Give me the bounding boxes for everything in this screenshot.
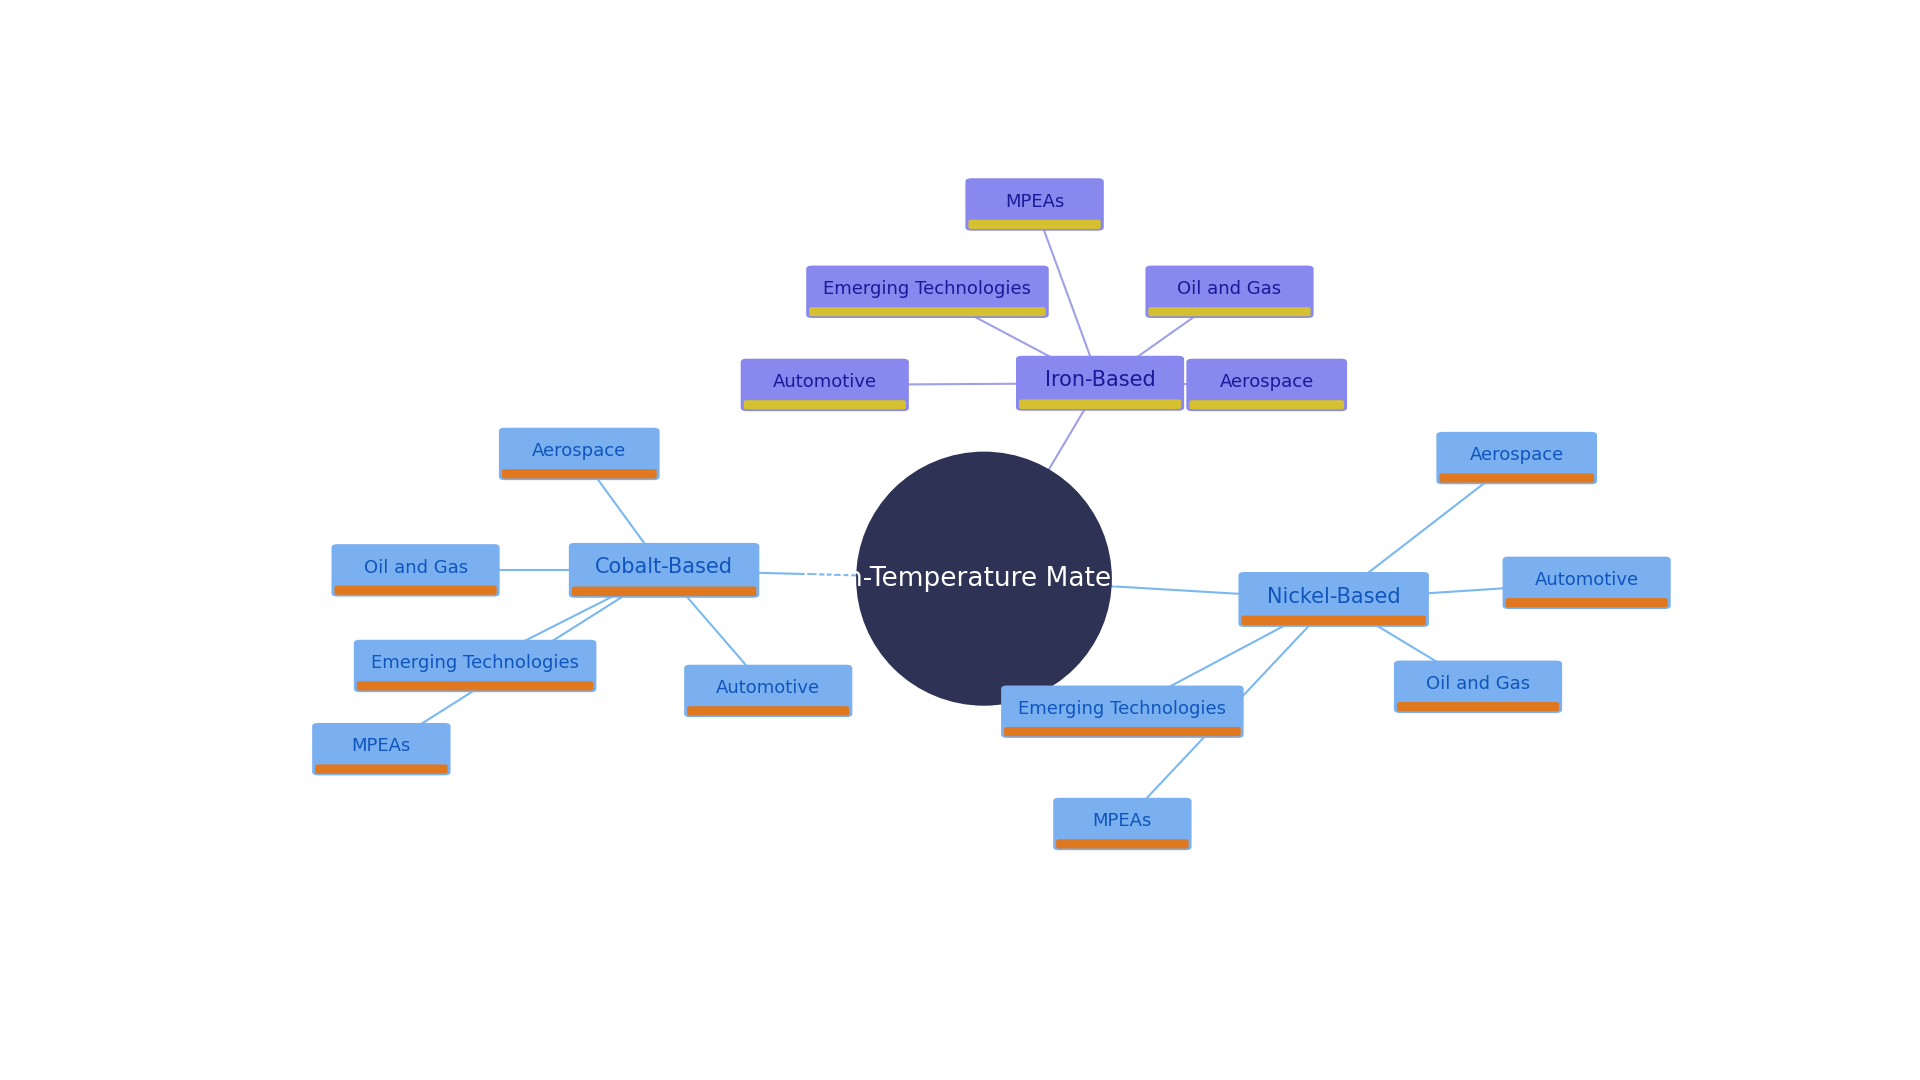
Text: Emerging Technologies: Emerging Technologies bbox=[824, 280, 1031, 298]
Text: Aerospace: Aerospace bbox=[1219, 374, 1313, 391]
FancyBboxPatch shape bbox=[1187, 359, 1348, 411]
FancyBboxPatch shape bbox=[1000, 686, 1244, 738]
FancyBboxPatch shape bbox=[357, 681, 593, 690]
FancyBboxPatch shape bbox=[1188, 401, 1344, 409]
FancyBboxPatch shape bbox=[1056, 839, 1188, 849]
FancyBboxPatch shape bbox=[1238, 572, 1428, 626]
FancyBboxPatch shape bbox=[1394, 661, 1563, 713]
Text: MPEAs: MPEAs bbox=[1004, 192, 1064, 211]
Text: MPEAs: MPEAs bbox=[351, 738, 411, 755]
FancyBboxPatch shape bbox=[1016, 355, 1185, 410]
FancyBboxPatch shape bbox=[1505, 598, 1668, 607]
Text: Aerospace: Aerospace bbox=[532, 442, 626, 460]
Text: Oil and Gas: Oil and Gas bbox=[363, 558, 468, 577]
FancyBboxPatch shape bbox=[499, 428, 660, 481]
FancyBboxPatch shape bbox=[687, 706, 849, 715]
Text: Automotive: Automotive bbox=[716, 679, 820, 698]
Text: Oil and Gas: Oil and Gas bbox=[1427, 675, 1530, 693]
FancyBboxPatch shape bbox=[334, 585, 497, 595]
FancyBboxPatch shape bbox=[1503, 556, 1670, 609]
FancyBboxPatch shape bbox=[1398, 702, 1559, 712]
FancyBboxPatch shape bbox=[1440, 473, 1594, 483]
Text: Emerging Technologies: Emerging Technologies bbox=[1018, 700, 1227, 718]
Text: Iron-Based: Iron-Based bbox=[1044, 370, 1156, 390]
FancyBboxPatch shape bbox=[572, 586, 756, 596]
FancyBboxPatch shape bbox=[1146, 266, 1313, 318]
FancyBboxPatch shape bbox=[1148, 307, 1311, 316]
FancyBboxPatch shape bbox=[568, 543, 758, 598]
Text: Cobalt-Based: Cobalt-Based bbox=[595, 557, 733, 578]
FancyBboxPatch shape bbox=[1020, 400, 1181, 409]
Text: Oil and Gas: Oil and Gas bbox=[1177, 280, 1281, 298]
Text: Automotive: Automotive bbox=[772, 374, 877, 391]
Text: High-Temperature Materials: High-Temperature Materials bbox=[803, 566, 1165, 592]
FancyBboxPatch shape bbox=[968, 219, 1100, 229]
FancyBboxPatch shape bbox=[353, 639, 597, 692]
FancyBboxPatch shape bbox=[808, 307, 1046, 316]
Text: Nickel-Based: Nickel-Based bbox=[1267, 586, 1400, 607]
FancyBboxPatch shape bbox=[806, 266, 1048, 318]
Ellipse shape bbox=[856, 451, 1112, 705]
FancyBboxPatch shape bbox=[1436, 432, 1597, 484]
Text: Aerospace: Aerospace bbox=[1469, 446, 1563, 464]
FancyBboxPatch shape bbox=[743, 401, 906, 409]
Text: MPEAs: MPEAs bbox=[1092, 812, 1152, 831]
FancyBboxPatch shape bbox=[315, 765, 447, 773]
FancyBboxPatch shape bbox=[501, 469, 657, 478]
FancyBboxPatch shape bbox=[684, 664, 852, 717]
Text: Automotive: Automotive bbox=[1534, 571, 1638, 589]
FancyBboxPatch shape bbox=[966, 178, 1104, 231]
FancyBboxPatch shape bbox=[313, 723, 451, 775]
FancyBboxPatch shape bbox=[1054, 798, 1192, 850]
Text: Emerging Technologies: Emerging Technologies bbox=[371, 654, 580, 672]
FancyBboxPatch shape bbox=[332, 544, 499, 596]
FancyBboxPatch shape bbox=[741, 359, 908, 411]
FancyBboxPatch shape bbox=[1004, 727, 1240, 737]
FancyBboxPatch shape bbox=[1242, 616, 1427, 625]
